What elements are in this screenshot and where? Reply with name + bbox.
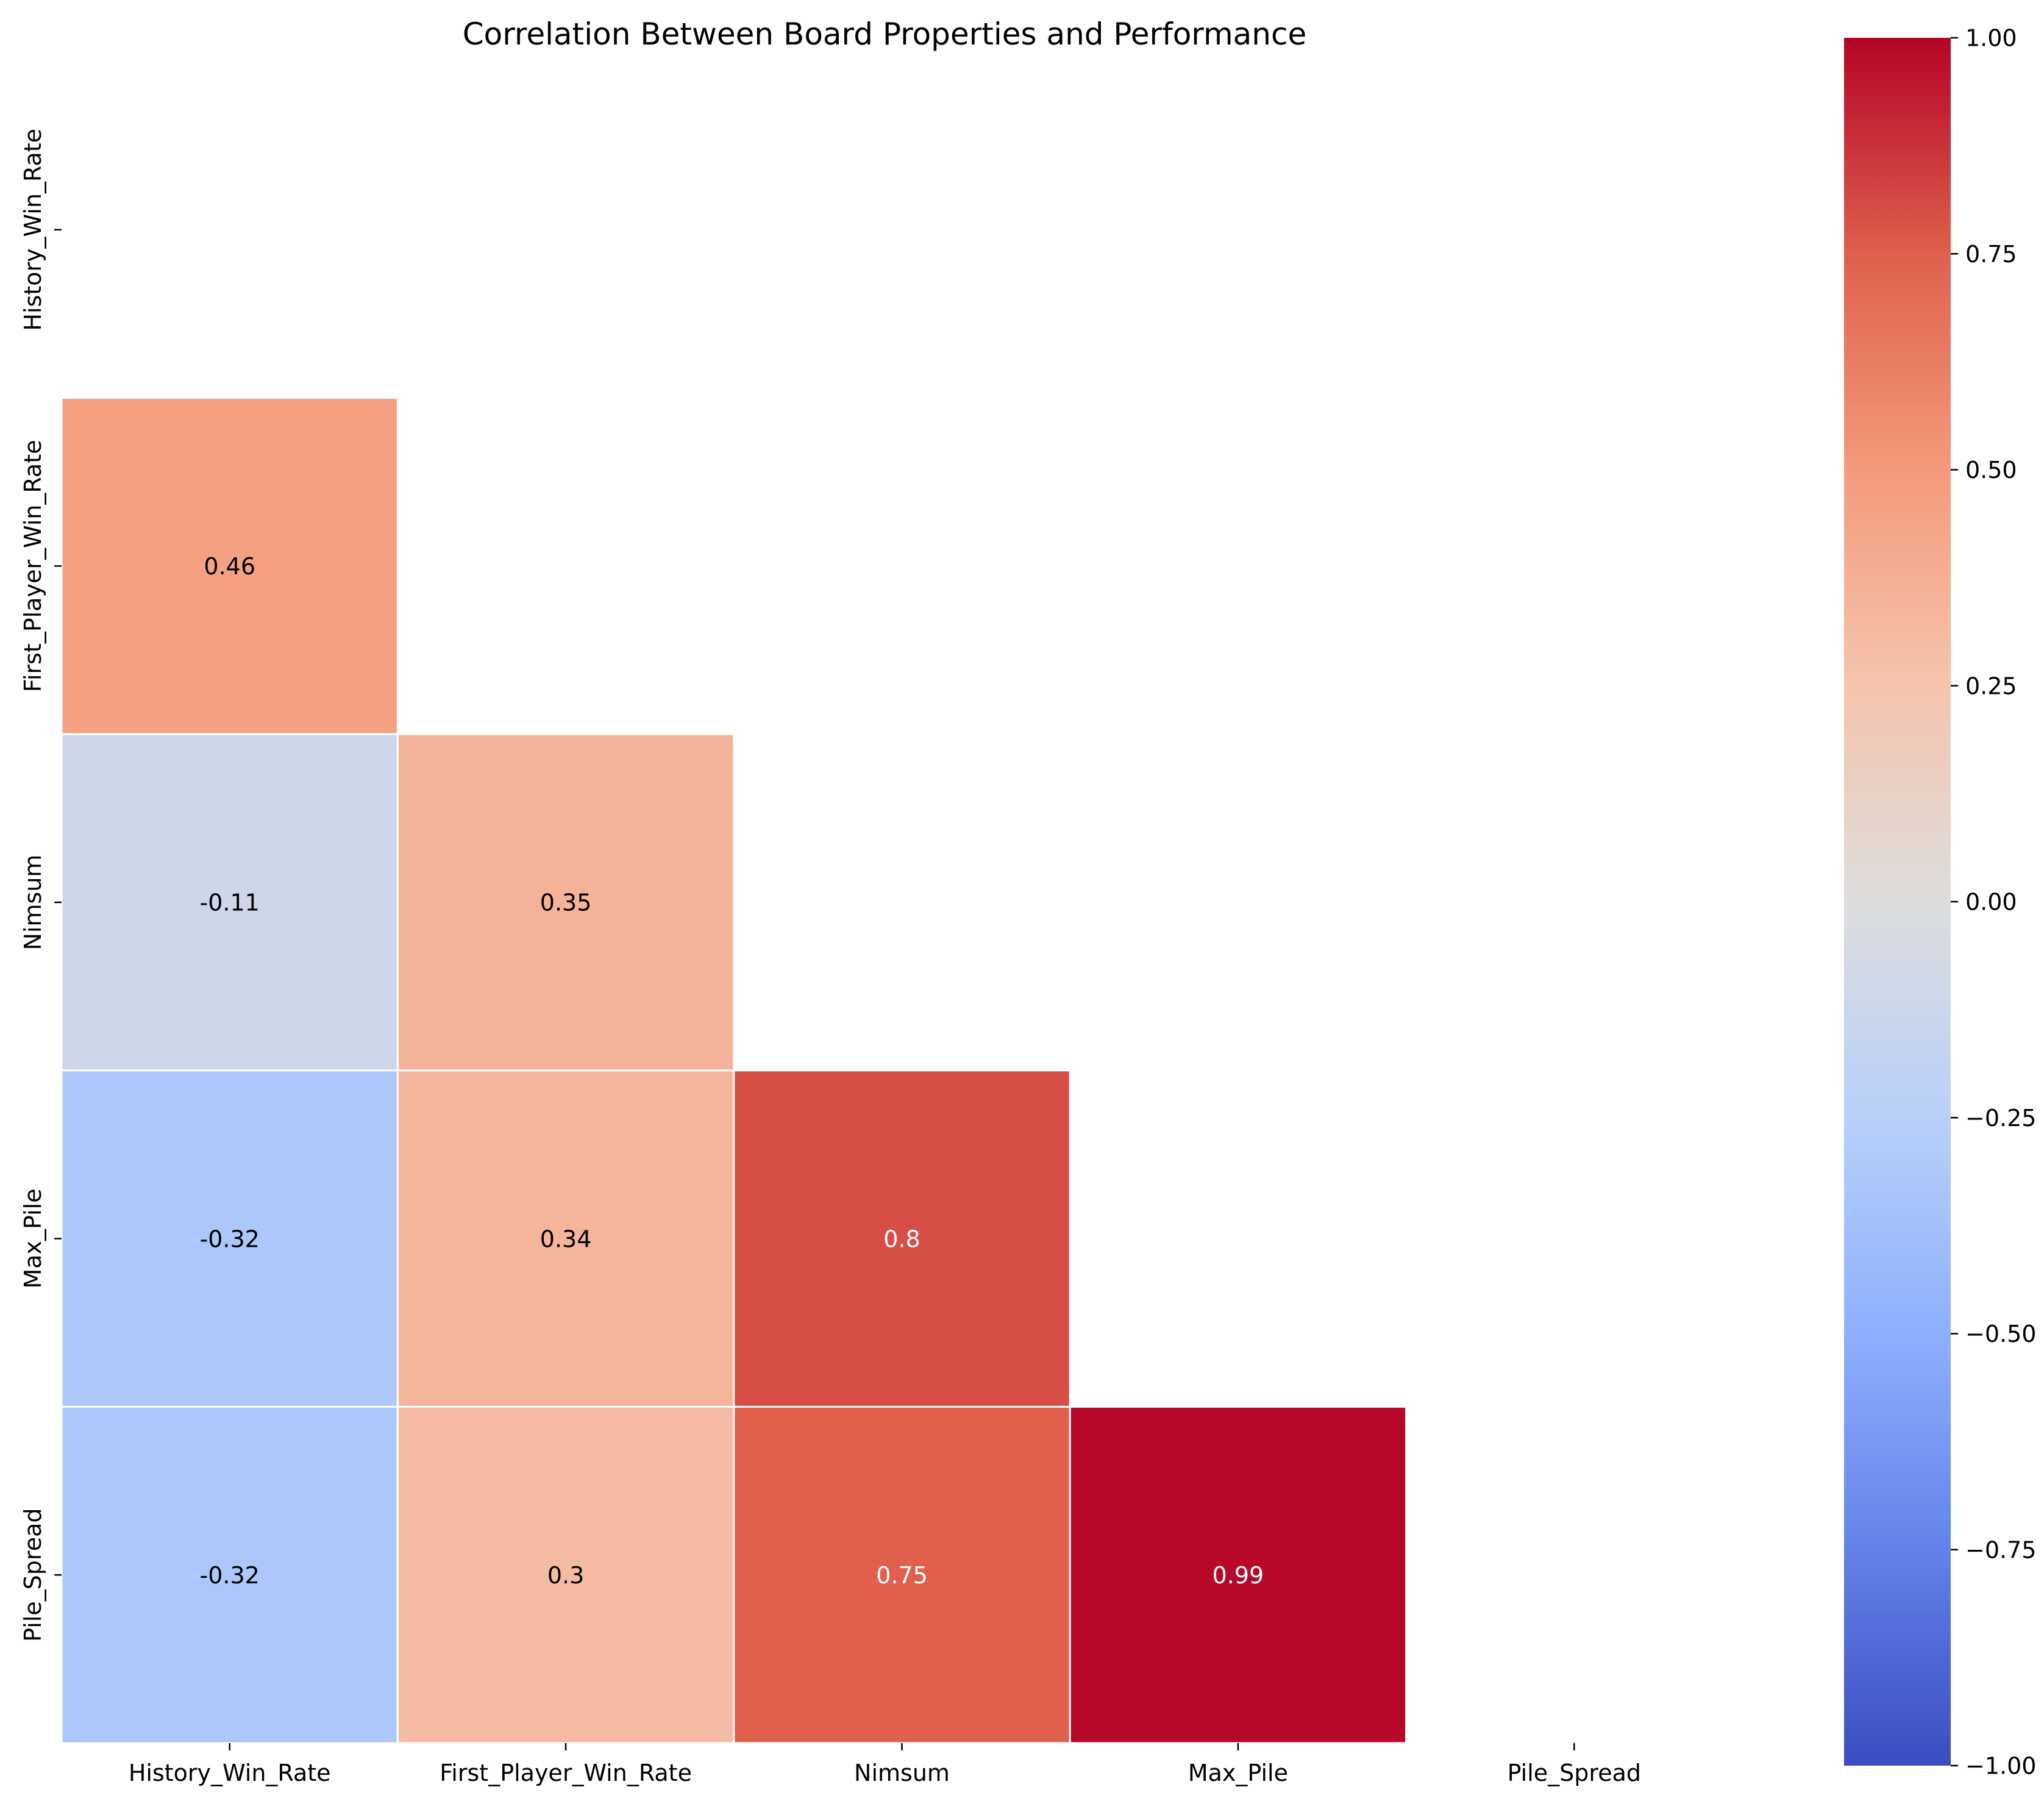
cell-label: 0.35 (540, 890, 592, 916)
y-tick-label: Max_Pile (20, 1189, 46, 1289)
heatmap-cells (60, 397, 1408, 1744)
cell-label: 0.3 (547, 1562, 584, 1589)
heatmap-cell (1069, 1405, 1408, 1744)
y-axis: History_Win_Rate First_Player_Win_Rate Nim… (20, 129, 62, 1642)
x-tick-label: Nimsum (854, 1760, 950, 1786)
heatmap-cell (60, 1069, 399, 1408)
cell-label: 0.46 (204, 553, 255, 580)
cell-label: -0.11 (200, 890, 260, 916)
colorbar-tick-label: 1.00 (1965, 25, 2017, 52)
y-tick-label: Pile_Spread (20, 1508, 46, 1642)
heatmap-annotations: 0.46 -0.11 0.35 -0.32 0.34 0.8 -0.32 0.3 0.75 0.9… (200, 553, 1264, 1589)
y-tick-label: History_Win_Rate (20, 129, 46, 331)
cell-label: 0.99 (1213, 1562, 1264, 1589)
heatmap-cell (733, 1069, 1071, 1408)
y-tick-label: Nimsum (20, 855, 46, 950)
colorbar-tick-label: −0.50 (1965, 1321, 2036, 1347)
colorbar-tick-label: −1.00 (1965, 1753, 2036, 1780)
cell-label: 0.8 (883, 1225, 920, 1252)
chart-title: Correlation Between Board Properties and… (463, 16, 1307, 52)
x-tick-label: Max_Pile (1188, 1760, 1288, 1786)
x-axis: History_Win_Rate First_Player_Win_Rate Nim… (129, 1743, 1641, 1786)
colorbar-tick-label: −0.25 (1965, 1105, 2036, 1132)
colorbar-gradient (1844, 38, 1951, 1766)
heatmap-cell (396, 1405, 735, 1744)
x-tick-label: History_Win_Rate (129, 1760, 331, 1786)
heatmap-cell (60, 1405, 399, 1744)
heatmap-cell (60, 733, 399, 1072)
y-tick-label: First_Player_Win_Rate (20, 440, 46, 693)
colorbar-tick-label: 0.25 (1965, 672, 2017, 699)
colorbar-tick-label: 0.75 (1965, 241, 2017, 268)
colorbar-tick-label: −0.75 (1965, 1536, 2036, 1563)
x-tick-label: First_Player_Win_Rate (440, 1760, 692, 1786)
cell-label: -0.32 (200, 1562, 260, 1589)
heatmap-cell (733, 1405, 1071, 1744)
cell-label: 0.75 (876, 1562, 928, 1589)
heatmap-cell (396, 733, 735, 1072)
colorbar: 1.00 0.75 0.50 0.25 0.00 −0.25 −0.50 −0.75 −1.00 (1844, 25, 2036, 1780)
cell-label: 0.34 (540, 1225, 592, 1252)
colorbar-tick-label: 0.50 (1965, 457, 2017, 483)
cell-label: -0.32 (200, 1225, 260, 1252)
x-tick-label: Pile_Spread (1508, 1760, 1641, 1786)
colorbar-tick-label: 0.00 (1965, 889, 2017, 916)
heatmap-cell (60, 397, 399, 735)
